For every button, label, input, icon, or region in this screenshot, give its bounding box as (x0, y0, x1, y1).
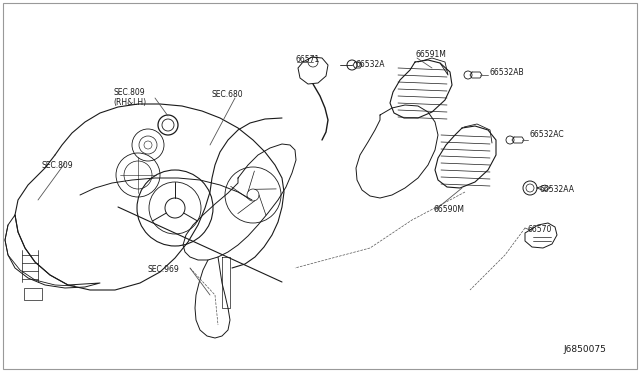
Text: J6850075: J6850075 (563, 345, 606, 354)
Text: SEC.680: SEC.680 (212, 90, 244, 99)
Text: 66571: 66571 (295, 55, 319, 64)
Text: SEC.969: SEC.969 (148, 265, 180, 274)
Text: 66590M: 66590M (433, 205, 464, 214)
Text: 66532A: 66532A (355, 60, 385, 69)
Text: 66591M: 66591M (415, 50, 446, 59)
Text: SEC.809
(RH&LH): SEC.809 (RH&LH) (113, 88, 146, 108)
Text: 66532AC: 66532AC (530, 130, 564, 139)
Text: 66570: 66570 (527, 225, 552, 234)
Text: 66532AA: 66532AA (540, 185, 575, 194)
Text: SEC.809: SEC.809 (42, 161, 74, 170)
Text: 66532AB: 66532AB (490, 68, 525, 77)
